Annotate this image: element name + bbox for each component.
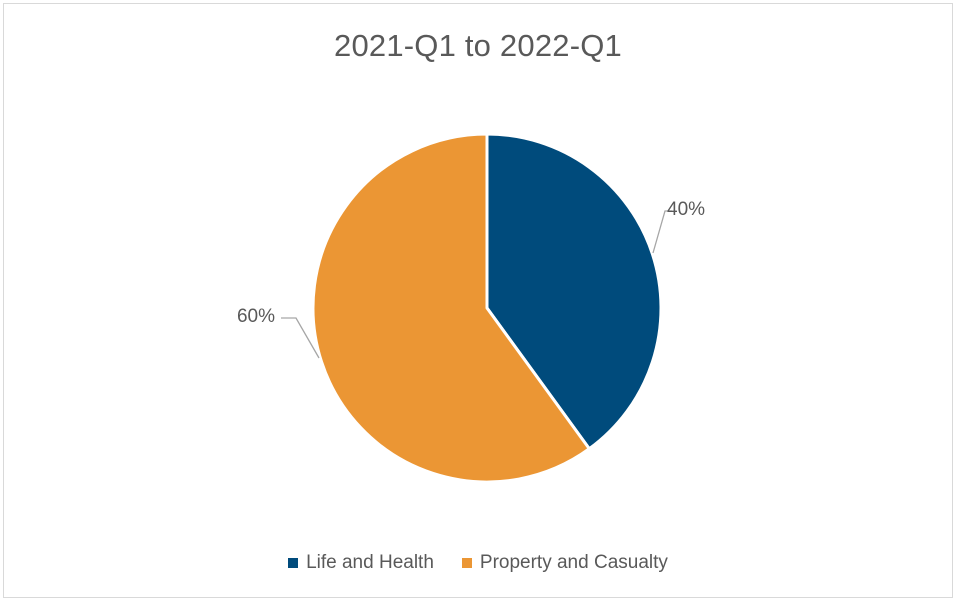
- legend-swatch-property-and-casualty: [461, 558, 472, 568]
- leader-line-life-and-health: [652, 210, 672, 254]
- data-label-property-and-casualty: 60%: [237, 306, 275, 327]
- legend-item-property-and-casualty: Property and Casualty: [461, 552, 668, 574]
- data-label-life-and-health: 40%: [667, 199, 705, 220]
- legend-label-life-and-health: Life and Health: [306, 552, 434, 573]
- legend-item-life-and-health: Life and Health: [288, 552, 434, 574]
- legend-label-property-and-casualty: Property and Casualty: [479, 552, 668, 573]
- chart-title: 2021-Q1 to 2022-Q1: [334, 28, 622, 63]
- chart-legend: Life and Health Property and Casualty: [0, 552, 956, 574]
- pie-slice-property-and-casualty: [311, 132, 591, 484]
- pie-slice-life-and-health: [485, 132, 663, 451]
- leader-line-property-and-casualty: [281, 317, 320, 359]
- legend-swatch-life-and-health: [288, 558, 299, 568]
